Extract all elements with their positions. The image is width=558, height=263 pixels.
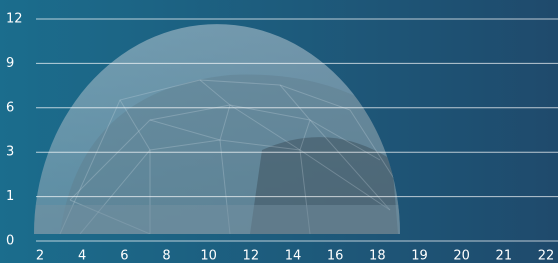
- x-tick-label: 18: [369, 249, 386, 263]
- x-tick-label: 21: [496, 249, 513, 263]
- dome-size-view: 1296310 2468101214161819202122: [0, 0, 558, 263]
- x-tick-label: 12: [243, 249, 260, 263]
- y-tick-label: 3: [6, 145, 14, 160]
- y-tick-label: 9: [6, 56, 14, 71]
- x-tick-label: 4: [78, 249, 86, 263]
- x-tick-label: 6: [120, 249, 128, 263]
- x-tick-label: 2: [36, 249, 44, 263]
- y-tick-label: 1: [6, 189, 14, 204]
- x-tick-label: 16: [327, 249, 344, 263]
- x-tick-label: 14: [285, 249, 302, 263]
- x-tick-label: 22: [538, 249, 555, 263]
- x-tick-label: 8: [162, 249, 170, 263]
- y-tick-label: 6: [6, 100, 14, 115]
- y-tick-label: 0: [6, 234, 14, 249]
- x-tick-label: 20: [453, 249, 470, 263]
- y-tick-label: 12: [6, 12, 23, 27]
- x-tick-label: 19: [411, 249, 428, 263]
- x-tick-label: 10: [200, 249, 217, 263]
